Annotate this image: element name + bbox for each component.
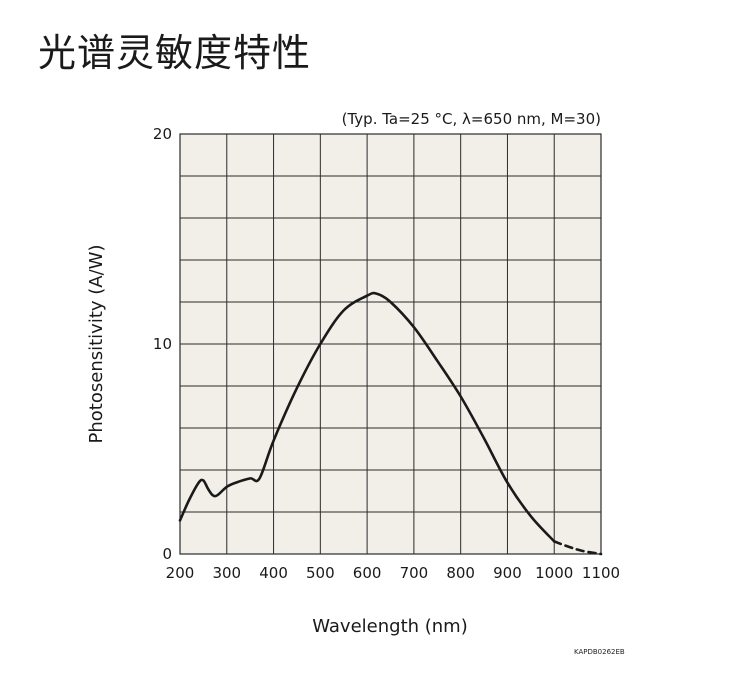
x-tick-label: 700	[400, 564, 429, 582]
page-title: 光谱灵敏度特性	[38, 31, 312, 75]
x-tick-label: 300	[212, 564, 241, 582]
document-code: KAPDB0262EB	[574, 648, 625, 656]
x-tick-label: 600	[353, 564, 382, 582]
series-line	[178, 291, 556, 543]
series-line-dashed	[552, 540, 603, 556]
x-tick-labels: 200 300 400 500 600 700 800 900 1000 1100	[166, 564, 620, 582]
x-tick-label: 400	[259, 564, 288, 582]
y-axis-label: Photosensitivity (A/W)	[86, 245, 107, 444]
x-tick-label: 900	[493, 564, 522, 582]
y-tick-labels: 0 10 20	[153, 125, 172, 563]
series-group	[178, 291, 603, 556]
x-axis-label: Wavelength (nm)	[312, 616, 468, 637]
x-tick-label: 800	[446, 564, 475, 582]
plot-frame	[179, 133, 602, 555]
y-tick-label: 10	[153, 335, 172, 353]
chart-conditions: (Typ. Ta=25 °C, λ=650 nm, M=30)	[342, 110, 601, 128]
x-tick-label: 1000	[535, 564, 573, 582]
y-tick-label: 0	[162, 545, 172, 563]
x-tick-label: 200	[166, 564, 195, 582]
x-tick-label: 1100	[582, 564, 620, 582]
x-tick-label: 500	[306, 564, 335, 582]
y-tick-label: 20	[153, 125, 172, 143]
